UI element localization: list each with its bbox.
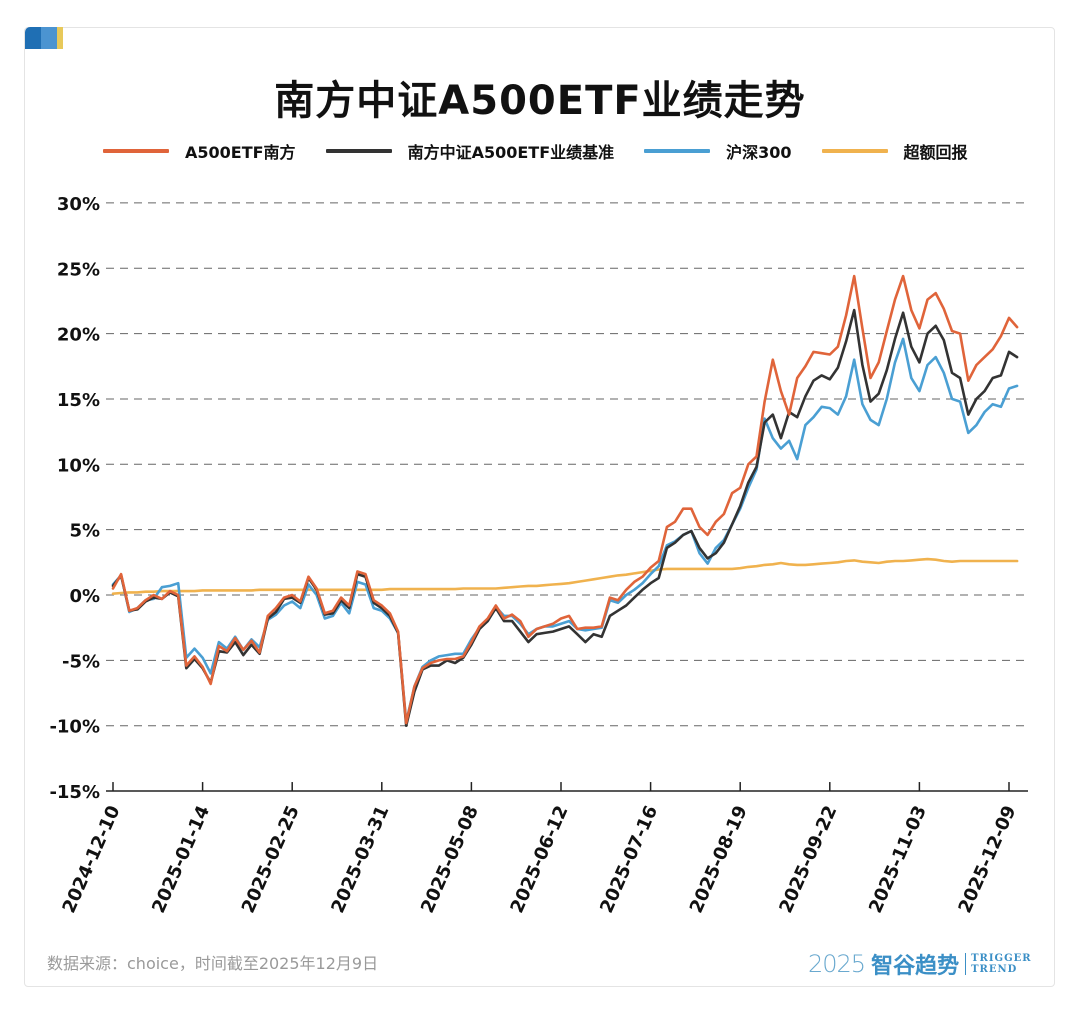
- x-axis: 2024-12-10 2025-01-14 2025-02-25 2025-03-31…: [59, 782, 1028, 916]
- corner-badge-decoration: [25, 27, 63, 49]
- badge-stripe-yellow: [57, 27, 63, 49]
- legend-label: 超额回报: [903, 143, 968, 162]
- x-tick-label: 2025-01-14: [148, 803, 214, 917]
- series-line-2: [111, 337, 1019, 724]
- legend-swatch: [325, 149, 392, 153]
- y-axis-ticks: -15% -10% -5% 0% 5% 10% 15% 20% 25% 30%: [49, 194, 100, 803]
- brand-divider: [965, 953, 967, 975]
- brand-year: 2025: [808, 950, 866, 978]
- chart-legend: A500ETF南方 南方中证A500ETF业绩基准 沪深300 超额回报: [103, 139, 998, 163]
- badge-stripe-light-blue: [41, 27, 57, 49]
- legend-label: 南方中证A500ETF业绩基准: [407, 143, 615, 162]
- legend-swatch: [644, 149, 711, 153]
- series-lines: [111, 274, 1019, 728]
- legend-label: A500ETF南方: [185, 143, 296, 162]
- x-tick-label: 2025-11-03: [865, 803, 931, 917]
- series-line-1: [111, 308, 1019, 728]
- y-tick-label: 5%: [69, 521, 100, 542]
- y-tick-label: 30%: [57, 194, 100, 215]
- x-tick-label: 2025-02-25: [238, 803, 304, 917]
- legend-swatch: [821, 149, 888, 153]
- x-tick-label: 2025-03-31: [327, 803, 393, 917]
- y-tick-label: -5%: [62, 651, 100, 672]
- y-tick-label: -10%: [49, 717, 100, 738]
- x-tick-label: 2025-06-12: [507, 803, 573, 917]
- x-tick-label: 2024-12-10: [59, 803, 125, 917]
- y-tick-label: 0%: [69, 586, 100, 607]
- y-tick-label: -15%: [49, 782, 100, 803]
- legend-label: 沪深300: [726, 143, 792, 162]
- y-tick-label: 10%: [57, 455, 100, 476]
- x-tick-label: 2025-07-16: [596, 803, 662, 917]
- series-line-0: [111, 274, 1019, 725]
- x-tick-label: 2025-08-19: [686, 803, 752, 917]
- x-tick-label: 2025-05-08: [417, 803, 483, 917]
- data-source-note: 数据来源：choice，时间截至2025年12月9日: [47, 954, 379, 973]
- chart-title: 南方中证A500ETF业绩走势: [274, 78, 806, 124]
- badge-stripe-dark-blue: [25, 27, 41, 49]
- y-tick-label: 20%: [57, 325, 100, 346]
- series-line-3: [111, 557, 1019, 596]
- legend-item-benchmark: 南方中证A500ETF业绩基准: [325, 139, 615, 163]
- legend-item-excess-return: 超额回报: [821, 139, 968, 163]
- brand-name: 智谷趋势: [871, 954, 960, 979]
- legend-swatch: [103, 149, 169, 153]
- brand-english-line2: TREND: [971, 964, 1018, 975]
- brand-english-line1: TRIGGER: [971, 953, 1032, 964]
- x-tick-label: 2025-09-22: [775, 803, 841, 917]
- chart-card: [24, 27, 1055, 987]
- brand-english: TRIGGER TREND: [971, 953, 1031, 975]
- legend-item-a500etf: A500ETF南方: [103, 139, 296, 163]
- brand-logo: 2025 智谷趋势 TRIGGER TREND: [808, 948, 1032, 980]
- legend-item-hs300: 沪深300: [644, 139, 792, 163]
- y-tick-label: 15%: [57, 390, 100, 411]
- y-tick-label: 25%: [57, 259, 100, 280]
- x-tick-label: 2025-12-09: [955, 803, 1021, 917]
